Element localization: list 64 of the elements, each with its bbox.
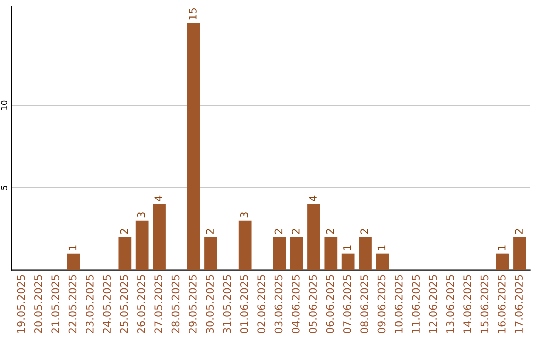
bar (273, 237, 286, 270)
bar (238, 220, 252, 270)
x-tick-label: 26.05.2025 (137, 275, 146, 334)
data-label: 3 (137, 212, 146, 218)
x-tick-label: 13.06.2025 (446, 275, 454, 333)
bar (67, 254, 80, 270)
bar (187, 23, 200, 270)
bar (204, 237, 218, 270)
bar (514, 237, 526, 270)
x-tick-label: 15.06.2025 (480, 275, 489, 333)
x-tick-label: 31.05.2025 (223, 275, 232, 334)
data-label: 2 (274, 229, 283, 234)
bar (359, 237, 372, 270)
x-tick-label: 08.06.2025 (360, 275, 369, 334)
x-tick-label: 01.06.2025 (240, 275, 248, 334)
bar (376, 254, 390, 270)
data-label: 2 (326, 229, 334, 234)
x-tick-label: 04.06.2025 (292, 275, 300, 334)
x-tick-label: 10.06.2025 (394, 275, 403, 333)
x-tick-label: 22.05.2025 (68, 275, 77, 334)
x-tick-label: 06.06.2025 (326, 275, 334, 334)
data-label: 1 (344, 246, 352, 250)
x-tick-label: 03.06.2025 (274, 275, 283, 334)
x-tick-label: 14.06.2025 (464, 275, 472, 333)
y-tick-label: 10 (1, 100, 8, 110)
bar (290, 237, 304, 270)
x-tick-label: 27.05.2025 (154, 275, 163, 334)
x-tick-label: 17.06.2025 (515, 275, 524, 333)
x-tick-label: 25.05.2025 (120, 275, 128, 334)
x-tick-label: 09.06.2025 (378, 275, 386, 334)
data-label: 4 (154, 196, 162, 202)
x-tick-label: 12.06.2025 (429, 275, 438, 333)
x-tick-label: 23.05.2025 (86, 275, 94, 334)
x-tick-label: 02.06.2025 (258, 275, 266, 334)
data-label: 2 (292, 229, 300, 234)
data-label: 1 (68, 246, 77, 250)
data-label: 3 (240, 212, 248, 218)
data-label: 2 (206, 229, 214, 234)
x-tick-label: 28.05.2025 (172, 275, 180, 334)
x-tick-label: 11.06.2025 (412, 275, 420, 333)
x-tick-label: 05.06.2025 (309, 275, 318, 334)
bar (496, 254, 510, 270)
data-label: 2 (120, 229, 128, 234)
bar (118, 237, 132, 270)
data-label: 1 (498, 246, 506, 250)
bar (153, 204, 166, 270)
x-tick-label: 30.05.2025 (206, 275, 214, 334)
data-label: 1 (378, 246, 386, 250)
x-tick-label: 20.05.2025 (34, 275, 42, 334)
data-label: 2 (515, 229, 523, 234)
x-tick-label: 07.06.2025 (343, 275, 352, 334)
data-label: 4 (309, 196, 317, 202)
x-tick-label: 29.05.2025 (188, 275, 197, 334)
bar (324, 237, 338, 270)
data-label: 2 (360, 229, 368, 234)
bar (308, 204, 320, 270)
x-tick-label: 24.05.2025 (103, 275, 112, 334)
x-tick-label: 21.05.2025 (52, 275, 60, 334)
x-tick-label: 19.05.2025 (17, 275, 26, 333)
x-tick-label: 16.06.2025 (498, 275, 506, 333)
data-label: 15 (189, 8, 197, 20)
bar (136, 220, 149, 270)
bar (342, 254, 355, 270)
y-tick-label: 5 (1, 186, 8, 190)
